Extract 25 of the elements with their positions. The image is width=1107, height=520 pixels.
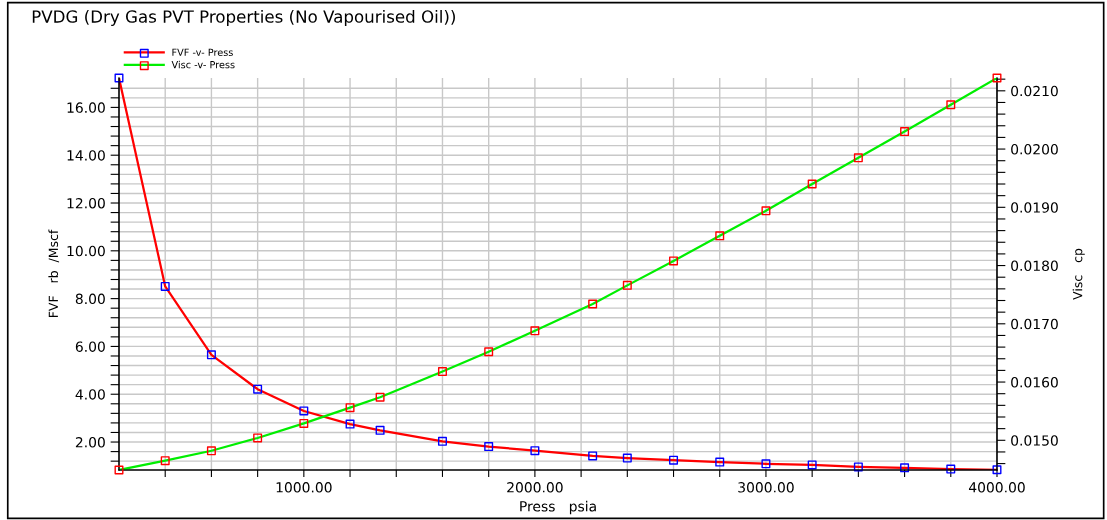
y2-tick-label: 0.0180 [1011, 260, 1058, 272]
y2-tick-label: 0.0210 [1011, 85, 1058, 97]
y-tick-label: 2.00 [75, 437, 105, 448]
y2-tick-label: 0.0150 [1011, 435, 1058, 446]
y-tick-label: 6.00 [75, 341, 105, 352]
y-tick-label: 12.00 [67, 197, 105, 209]
y2-axis-title: Visc cp [1072, 248, 1085, 300]
x-tick-label: 2000.00 [507, 482, 563, 493]
x-tick-label: 1000.00 [276, 482, 332, 493]
y-axis-title: FVF rb /Mscf [48, 229, 60, 318]
y-tick-label: 16.00 [67, 102, 105, 113]
legend-label: FVF -v- Press [172, 48, 233, 56]
y2-tick-label: 0.0160 [1011, 377, 1058, 388]
y-tick-label: 14.00 [67, 150, 105, 161]
x-tick-label: 4000.00 [968, 482, 1025, 493]
x-tick-label: 3000.00 [738, 482, 794, 493]
y2-tick-label: 0.0190 [1011, 202, 1058, 213]
x-axis-title: Press psia [520, 500, 596, 515]
y-tick-label: 8.00 [75, 293, 105, 305]
legend-label: Visc -v- Press [171, 60, 235, 69]
chart-title: PVDG (Dry Gas PVT Properties (No Vapourised Oil)) [32, 9, 455, 27]
y2-tick-label: 0.0170 [1011, 318, 1058, 330]
y-tick-label: 10.00 [67, 245, 105, 257]
y2-tick-label: 0.0200 [1011, 144, 1058, 155]
y-tick-label: 4.00 [75, 389, 105, 400]
